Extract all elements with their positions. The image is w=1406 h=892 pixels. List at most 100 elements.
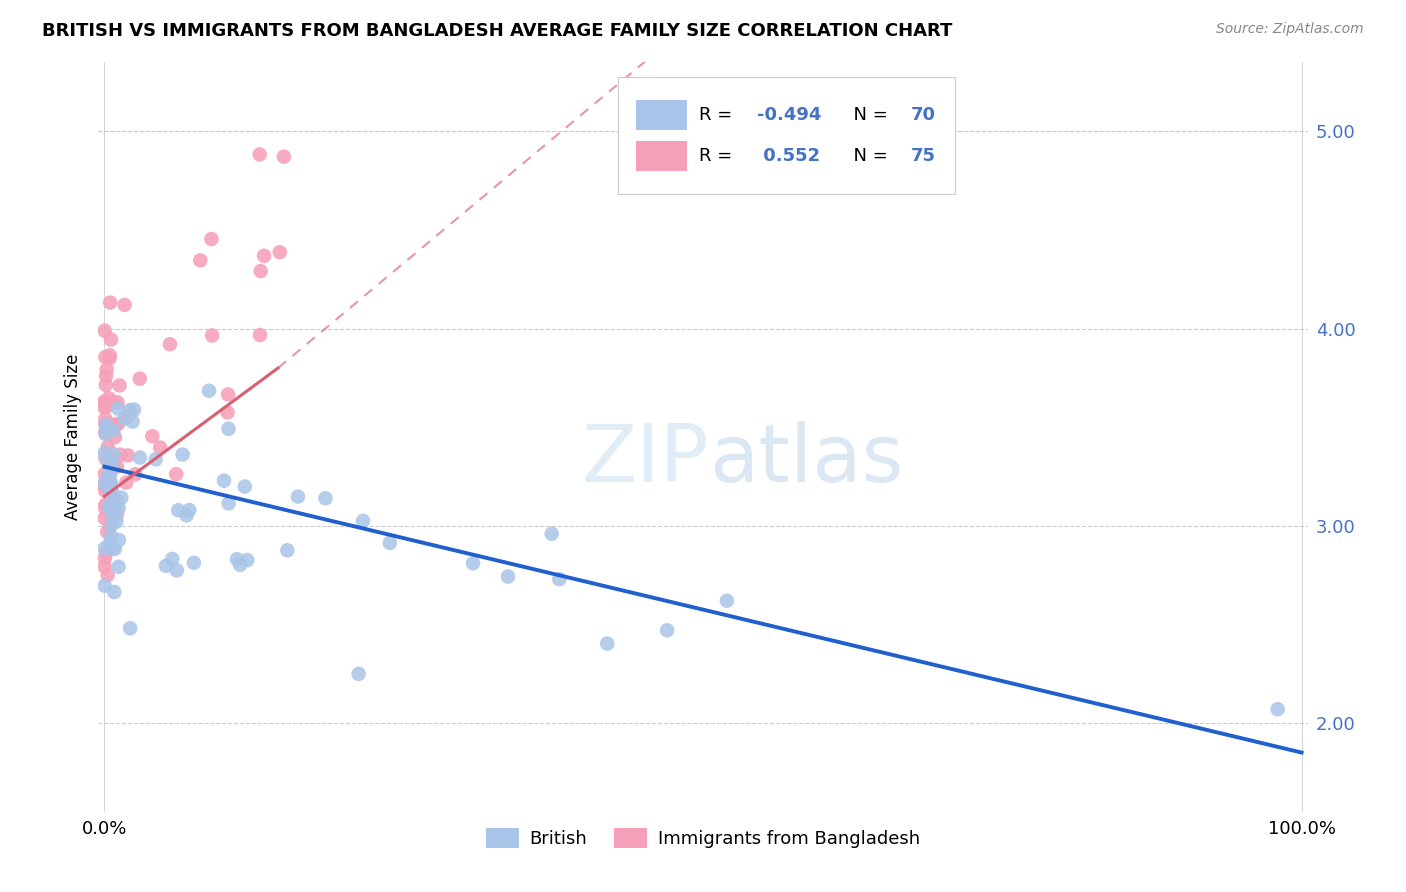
Point: [97, 483, 120, 497]
Point: [218, 496, 240, 510]
Point: [94, 350, 117, 364]
Point: [166, 563, 188, 577]
Point: [101, 541, 124, 555]
Point: [229, 558, 252, 572]
Point: [226, 552, 249, 566]
Point: [97, 474, 120, 488]
Point: [114, 298, 136, 312]
Point: [276, 543, 298, 558]
Point: [249, 328, 271, 343]
Point: [159, 337, 181, 351]
Text: N =: N =: [842, 147, 894, 165]
Point: [117, 409, 139, 423]
Bar: [637, 100, 688, 130]
Point: [93, 467, 115, 482]
Point: [96, 368, 118, 383]
Point: [103, 509, 125, 524]
Point: [108, 378, 131, 392]
Point: [94, 451, 117, 466]
Point: [97, 468, 120, 483]
Point: [97, 568, 120, 582]
Text: R =: R =: [699, 106, 738, 124]
Point: [236, 553, 259, 567]
Point: [107, 401, 129, 416]
Point: [97, 500, 120, 515]
Point: [124, 467, 146, 482]
Point: [249, 147, 271, 161]
Point: [93, 401, 115, 415]
Point: [128, 372, 150, 386]
Point: [94, 417, 117, 431]
Point: [352, 514, 374, 528]
Point: [96, 524, 118, 539]
Point: [97, 481, 120, 495]
Point: [97, 391, 120, 405]
Point: [108, 533, 131, 548]
Point: [200, 232, 222, 246]
Point: [107, 501, 129, 516]
Point: [94, 400, 117, 414]
Text: Source: ZipAtlas.com: Source: ZipAtlas.com: [1216, 22, 1364, 37]
Point: [94, 412, 117, 426]
Point: [540, 526, 562, 541]
Point: [93, 511, 115, 525]
Point: [141, 429, 163, 443]
Point: [107, 417, 129, 431]
Point: [97, 419, 120, 434]
Point: [110, 448, 132, 462]
Point: [97, 417, 120, 431]
Point: [94, 377, 117, 392]
Point: [98, 351, 121, 366]
Point: [96, 545, 118, 559]
Point: [596, 636, 619, 650]
Point: [105, 459, 128, 474]
Point: [107, 496, 129, 510]
Point: [98, 295, 121, 310]
Point: [198, 384, 221, 398]
Point: [100, 529, 122, 543]
Point: [103, 490, 125, 504]
Point: [93, 394, 115, 409]
Point: [98, 467, 121, 482]
Point: [218, 422, 240, 436]
Point: [496, 569, 519, 583]
Point: [93, 324, 115, 338]
Point: [103, 585, 125, 599]
Point: [655, 624, 678, 638]
Point: [188, 253, 211, 268]
Point: [100, 496, 122, 510]
Point: [273, 150, 295, 164]
Point: [217, 405, 239, 419]
Point: [94, 421, 117, 435]
Text: 70: 70: [911, 106, 936, 124]
Point: [103, 395, 125, 409]
Point: [94, 446, 117, 460]
Point: [233, 479, 256, 493]
Point: [97, 440, 120, 454]
Point: [183, 556, 205, 570]
Point: [93, 396, 115, 410]
Point: [249, 264, 271, 278]
Point: [94, 427, 117, 442]
Point: [105, 515, 128, 529]
Point: [101, 451, 124, 466]
Point: [104, 430, 127, 444]
Point: [212, 474, 235, 488]
Y-axis label: Average Family Size: Average Family Size: [65, 354, 83, 520]
Point: [100, 333, 122, 347]
Point: [98, 348, 121, 362]
Point: [107, 395, 129, 409]
Point: [98, 519, 121, 533]
Point: [103, 424, 125, 438]
Point: [217, 387, 239, 401]
Point: [96, 362, 118, 376]
Point: [97, 476, 120, 491]
Point: [179, 503, 201, 517]
Text: ZIP: ZIP: [582, 420, 709, 499]
Point: [93, 579, 115, 593]
Point: [94, 425, 117, 440]
Point: [110, 491, 132, 505]
Text: -0.494: -0.494: [758, 106, 821, 124]
Point: [96, 425, 118, 440]
Point: [93, 500, 115, 514]
